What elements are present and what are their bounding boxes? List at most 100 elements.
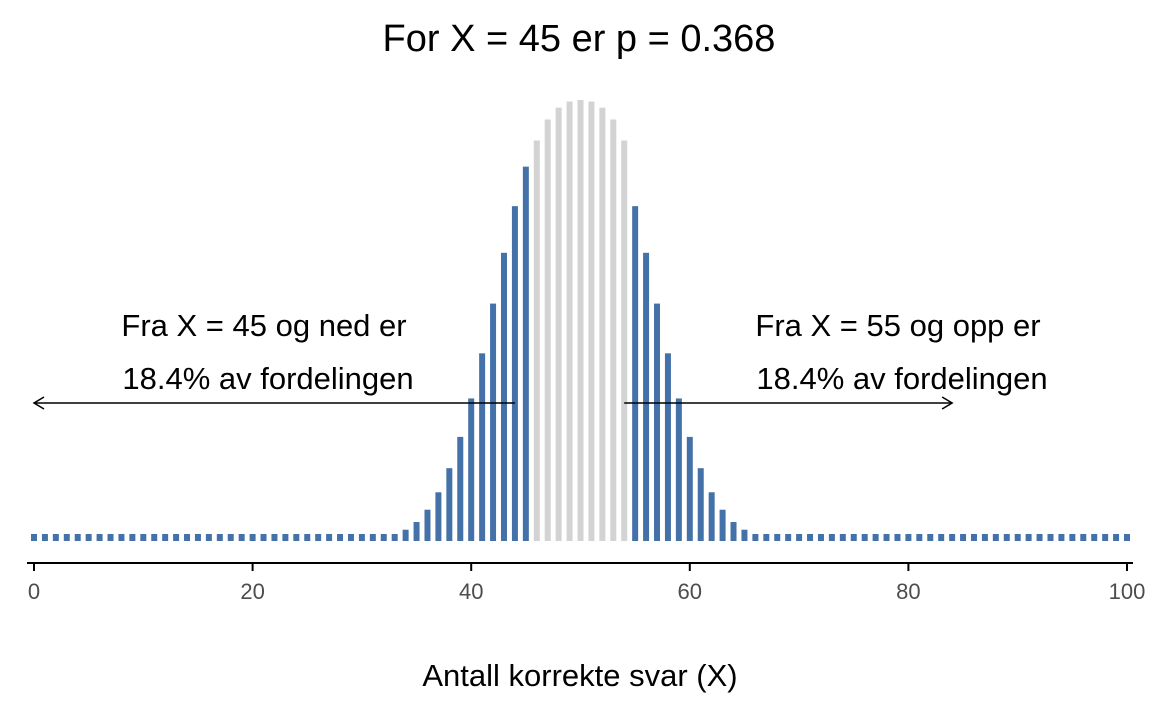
bar-x-57 [654,303,661,541]
bar-x-20 [249,534,256,541]
bar-x-68 [774,534,781,541]
bar-x-54 [621,140,628,541]
bar-x-52 [599,107,606,541]
bars-group [31,100,1130,542]
bar-x-78 [883,534,890,541]
bar-x-5 [85,534,92,541]
bar-x-92 [1036,534,1043,541]
chart-title: For X = 45 er p = 0.368 [383,18,776,60]
bar-x-1 [41,534,48,541]
bar-x-30 [358,534,365,541]
bar-x-73 [828,534,835,541]
bar-x-45 [522,166,529,541]
bar-x-50 [577,100,584,541]
bar-x-19 [238,534,245,541]
tick-label-60: 60 [678,579,702,604]
bar-x-14 [184,534,191,541]
bar-x-26 [315,534,322,541]
arrows-group [32,396,954,410]
bar-x-9 [129,534,136,541]
bar-x-42 [490,303,497,541]
tick-label-20: 20 [240,579,264,604]
left-annotation-line-2: 18.4% av fordelingen [122,361,413,396]
left-annotation-line-1: Fra X = 45 og ned er [121,308,406,343]
bar-x-84 [949,534,956,541]
bar-x-13 [173,534,180,541]
bar-x-41 [479,353,486,541]
bar-x-25 [304,534,311,541]
bar-x-58 [664,353,671,541]
left-arrow [32,396,515,410]
bar-x-32 [380,534,387,541]
bar-x-49 [566,101,573,541]
right-annotation-line-1: Fra X = 55 og opp er [755,308,1040,343]
bar-x-0 [31,534,37,541]
bar-x-56 [643,252,650,541]
bar-x-2 [52,534,59,541]
bar-x-75 [850,534,857,541]
bar-x-6 [96,534,103,541]
bar-x-62 [708,492,715,541]
bar-x-16 [205,534,212,541]
bar-x-8 [118,534,125,541]
tick-label-0: 0 [28,579,40,604]
bar-x-82 [927,534,934,541]
tick-label-80: 80 [896,579,920,604]
bar-x-81 [916,534,923,541]
bar-x-88 [992,534,999,541]
bar-x-83 [938,534,945,541]
bar-x-12 [162,534,169,541]
bar-x-64 [730,522,737,541]
bar-x-53 [610,119,617,542]
right-arrow [624,396,954,410]
bar-x-67 [763,534,770,541]
bar-x-47 [544,119,551,542]
bar-x-74 [839,534,846,541]
bar-x-11 [151,534,158,541]
bar-x-28 [337,534,344,541]
bar-x-31 [369,534,376,541]
x-axis-label: Antall korrekte svar (X) [422,658,737,693]
bar-x-15 [194,534,201,541]
bar-x-86 [970,534,977,541]
tick-label-100: 100 [1109,579,1146,604]
bar-x-98 [1102,534,1109,541]
bar-x-87 [981,534,988,541]
bar-x-91 [1025,534,1032,541]
bar-x-93 [1047,534,1054,541]
bar-x-70 [796,534,803,541]
bar-x-33 [391,534,398,541]
bar-x-90 [1014,534,1021,541]
bar-x-7 [107,534,114,541]
bar-x-39 [457,436,464,541]
bar-x-55 [632,206,639,541]
bar-x-48 [555,107,562,541]
bar-x-35 [413,522,420,541]
bar-x-4 [74,534,81,541]
bar-x-29 [347,534,354,541]
bar-x-80 [905,534,912,541]
bar-x-23 [282,534,289,541]
bar-x-40 [468,398,475,541]
bar-x-24 [293,534,300,541]
bar-x-65 [741,529,748,541]
bar-x-97 [1091,534,1098,541]
bar-x-95 [1069,534,1076,541]
bar-x-27 [326,534,333,541]
bar-x-71 [807,534,814,541]
bar-x-100 [1124,534,1130,541]
bar-x-22 [271,534,278,541]
bar-x-44 [511,206,518,541]
right-annotation-line-2: 18.4% av fordelingen [756,361,1047,396]
bar-x-17 [216,534,223,541]
bar-x-99 [1113,534,1120,541]
bar-x-63 [719,509,726,541]
bar-x-72 [817,534,824,541]
bar-x-3 [63,534,70,541]
bar-x-59 [675,398,682,541]
bar-x-37 [435,492,442,541]
bar-x-61 [697,468,704,541]
bar-x-77 [872,534,879,541]
bar-x-60 [686,436,693,541]
